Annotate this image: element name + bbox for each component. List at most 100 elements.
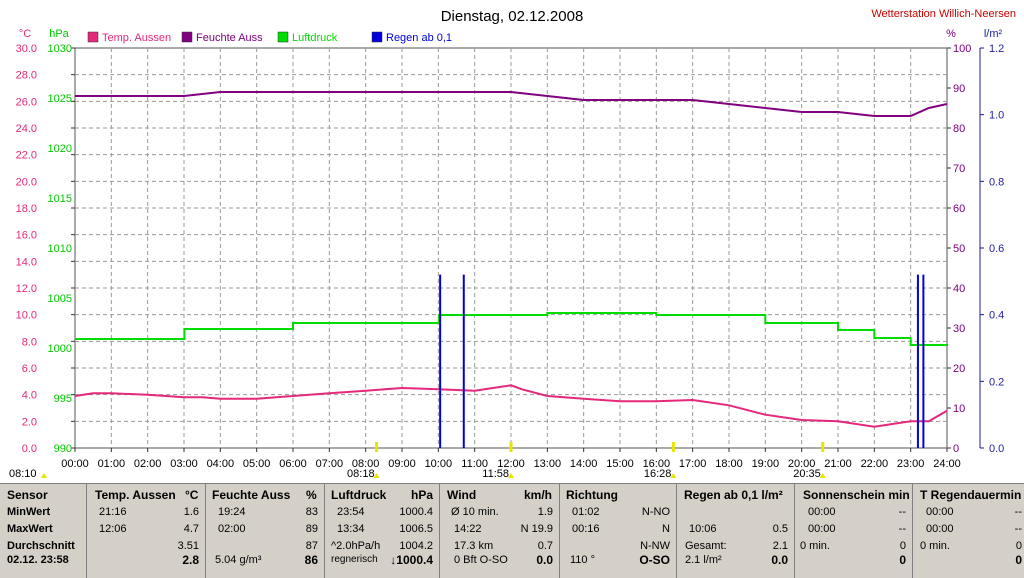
x-tick-label: 07:00: [316, 458, 344, 470]
tregen-min-time: 00:00: [926, 506, 954, 518]
unit-temp: °C: [19, 28, 31, 40]
y-tick-label-pressure: 1015: [48, 193, 72, 205]
y-tick-label-temp: 6.0: [22, 363, 37, 375]
marker-label: 20:35: [793, 468, 821, 480]
richt-now-value: O-SO: [639, 553, 670, 567]
feuchte-min-time: 19:24: [218, 506, 246, 518]
x-tick-label: 08:00: [352, 458, 380, 470]
hdr-tregen: T Regendauermin: [920, 488, 1022, 502]
unit-rain: l/m²: [984, 28, 1003, 40]
x-tick-label: 06:00: [279, 458, 307, 470]
col-regen: Regen ab 0,1 l/m² 10:06 0.5 Gesamt: 2.1 2.…: [677, 484, 795, 578]
y-tick-label-humidity: 30: [953, 323, 965, 335]
wind-max-value: N 19.9: [520, 523, 553, 535]
regen-avg-label: Gesamt:: [685, 540, 727, 552]
x-tick-label: 05:00: [243, 458, 271, 470]
marker-label: 08:18: [347, 468, 375, 480]
tregen-avg-label: 0 min.: [920, 540, 950, 552]
x-tick-label: 10:00: [425, 458, 453, 470]
marker-tick: [671, 442, 675, 452]
tregen-min-value: --: [1014, 506, 1022, 518]
y-tick-label-rain: 0.8: [989, 176, 1004, 188]
regen-now-value: 0.0: [771, 553, 788, 567]
x-tick-label: 11:00: [461, 458, 488, 470]
col-richtung: Richtung 01:02 N-NO 00:16 N N-NW 110 ° O-SO: [560, 484, 677, 578]
wind-min-value: 1.9: [537, 506, 553, 518]
regen-avg-value: 2.1: [772, 540, 788, 552]
tregen-now-value: 0: [1015, 553, 1022, 567]
regen-now-label: 2.1 l/m²: [685, 554, 722, 566]
regen-max-time: 10:06: [689, 523, 717, 535]
y-tick-label-temp: 10.0: [16, 310, 37, 322]
legend-swatch: [87, 31, 99, 43]
label-avg: Durchschnitt: [7, 540, 75, 552]
feuchte-max-value: 89: [305, 523, 318, 535]
x-tick-label: 19:00: [752, 458, 780, 470]
luft-min-value: 1000.4: [399, 506, 433, 518]
marker-sun-icon: [508, 473, 514, 478]
x-tick-label: 23:00: [897, 458, 925, 470]
y-tick-label-temp: 2.0: [22, 416, 37, 428]
tregen-avg-value: 0: [1015, 540, 1022, 552]
y-tick-label-rain: 0.4: [989, 310, 1004, 322]
hdr-sonne: Sonnenschein min: [803, 488, 910, 502]
y-tick-label-humidity: 90: [953, 83, 965, 95]
y-tick-label-humidity: 70: [953, 163, 965, 175]
x-tick-label: 03:00: [170, 458, 198, 470]
col-luftdruck: Luftdruck hPa 23:54 1000.4 13:34 1006.5 ^2.…: [325, 484, 440, 578]
luft-max-value: 1006.5: [399, 523, 433, 535]
marker-tick: [509, 442, 513, 452]
luft-max-time: 13:34: [337, 523, 365, 535]
richt-min-time: 01:02: [572, 506, 600, 518]
temperature-line: [74, 384, 948, 428]
hdr-regen: Regen ab 0,1 l/m²: [684, 488, 783, 502]
luft-now-label: regnerisch: [331, 554, 378, 565]
y-tick-label-temp: 0.0: [22, 443, 37, 455]
x-tick-label: 15:00: [606, 458, 634, 470]
y-tick-label-humidity: 40: [953, 283, 965, 295]
y-tick-label-rain: 1.2: [989, 43, 1004, 55]
regen-max-value: 0.5: [772, 523, 788, 535]
y-tick-label-temp: 18.0: [16, 203, 37, 215]
y-tick-label-pressure: 990: [54, 443, 72, 455]
sonne-now-value: 0: [899, 553, 906, 567]
marker-sun-icon: [41, 473, 47, 478]
axes: 00:00 01:00 02:00 03:00 04:00 05:00 06:00 07:00…: [16, 28, 1005, 470]
y-tick-label-pressure: 1000: [48, 343, 72, 355]
marker-tick: [375, 442, 379, 452]
sonne-max-value: --: [898, 523, 906, 535]
sonne-avg-label: 0 min.: [800, 540, 830, 552]
temp-min-time: 21:16: [99, 506, 127, 518]
station-name: Wetterstation Willich-Neersen: [871, 8, 1016, 20]
feuchte-avg-value: 87: [305, 540, 318, 552]
marker-sun-icon: [670, 473, 677, 478]
x-tick-label: 04:00: [207, 458, 235, 470]
y-tick-label-temp: 20.0: [16, 176, 37, 188]
richt-now-label: 110 °: [570, 554, 595, 566]
time-markers: 08:10 08:18 11:58 16:28 20:35: [9, 442, 826, 480]
label-max: MaxWert: [7, 523, 53, 535]
hdr-temp-unit: °C: [185, 488, 199, 502]
y-tick-label-temp: 4.0: [22, 390, 37, 402]
y-tick-label-pressure: 1010: [48, 243, 72, 255]
hdr-wind-unit: km/h: [524, 488, 553, 502]
hdr-wind: Wind: [447, 488, 477, 502]
legend: Temp. Aussen Feuchte Auss Luftdruck Regen a…: [87, 31, 452, 44]
y-tick-label-humidity: 0: [953, 443, 959, 455]
pressure-line: [75, 312, 948, 346]
x-tick-label: 21:00: [824, 458, 852, 470]
y-tick-label-temp: 8.0: [22, 336, 37, 348]
luft-now-value: ↓1000.4: [390, 553, 433, 567]
richt-min-value: N-NO: [641, 506, 670, 518]
y-tick-label-temp: 14.0: [16, 256, 37, 268]
col-sonne: Sonnenschein min 00:00 -- 00:00 -- 0 min. 0…: [795, 484, 913, 578]
x-tick-label: 20:00: [788, 458, 816, 470]
legend-label: Luftdruck: [292, 32, 338, 44]
luft-avg-label: ^2.0hPa/h: [331, 540, 381, 552]
y-tick-label-rain: 0.6: [989, 243, 1004, 255]
legend-label: Temp. Aussen: [102, 32, 171, 44]
y-tick-label-pressure: 1020: [48, 143, 72, 155]
temp-max-time: 12:06: [99, 523, 127, 535]
x-tick-label: 00:00: [61, 458, 89, 470]
sonne-min-time: 00:00: [808, 506, 836, 518]
